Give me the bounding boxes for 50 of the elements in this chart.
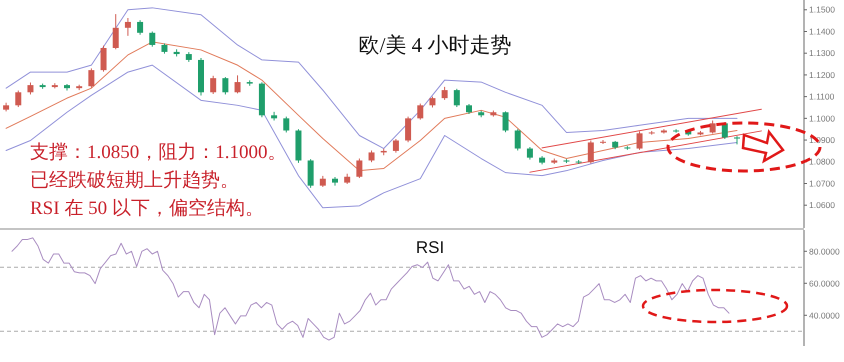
annotation: 支撑：1.0850，阻力：1.1000。 (30, 142, 286, 163)
candlestick (514, 128, 521, 151)
y-tick-label: 1.1000 (809, 113, 836, 124)
y-tick-label: 1.1400 (809, 26, 836, 36)
y-tick-label: 60.0000 (809, 278, 840, 288)
candlestick (344, 173, 350, 184)
candlestick (710, 120, 716, 134)
candlestick (283, 116, 290, 133)
candlestick (15, 90, 22, 108)
y-tick-label: 80.0000 (809, 246, 840, 256)
candlestick (186, 52, 192, 62)
annotation: RSI 在 50 以下，偏空结构。 (30, 197, 264, 219)
candlestick (502, 110, 509, 133)
candlestick (88, 68, 94, 88)
line-series (12, 237, 730, 341)
annotation: 已经跌破短期上升趋势。 (30, 170, 239, 191)
candlestick (320, 175, 326, 188)
y-tick-label: 1.1200 (809, 70, 836, 80)
candlestick (112, 14, 119, 50)
candlestick (454, 88, 460, 108)
y-tick-label: 40.0000 (809, 310, 840, 320)
candlestick (210, 75, 216, 95)
candlestick (442, 86, 448, 100)
y-tick-label: 1.0800 (809, 156, 836, 167)
candlestick (234, 74, 241, 94)
candlestick (124, 18, 131, 36)
text: RSI (416, 238, 444, 257)
y-tick-label: 1.1100 (809, 92, 835, 102)
candlestick (636, 130, 643, 150)
y-tick-label: 1.0600 (809, 200, 836, 210)
candlestick (429, 96, 436, 108)
y-tick-label: 1.0700 (809, 178, 836, 188)
candlestick (222, 76, 228, 95)
candlestick (356, 158, 362, 179)
text: 欧/美 4 小时走势 (358, 33, 512, 57)
candlestick (137, 20, 144, 36)
candlestick (161, 42, 168, 54)
candlestick (405, 116, 412, 143)
candlestick (27, 82, 34, 95)
candlestick (100, 45, 107, 72)
candlestick (588, 140, 594, 164)
candlestick (368, 150, 375, 163)
candlestick (734, 136, 740, 145)
candlestick (149, 30, 156, 48)
y-tick-label: 1.1500 (809, 4, 836, 15)
candlestick (417, 103, 424, 120)
candlestick (392, 138, 399, 154)
y-tick-label: 1.1300 (809, 48, 836, 58)
candlestick (526, 146, 533, 160)
candlestick (466, 104, 472, 114)
